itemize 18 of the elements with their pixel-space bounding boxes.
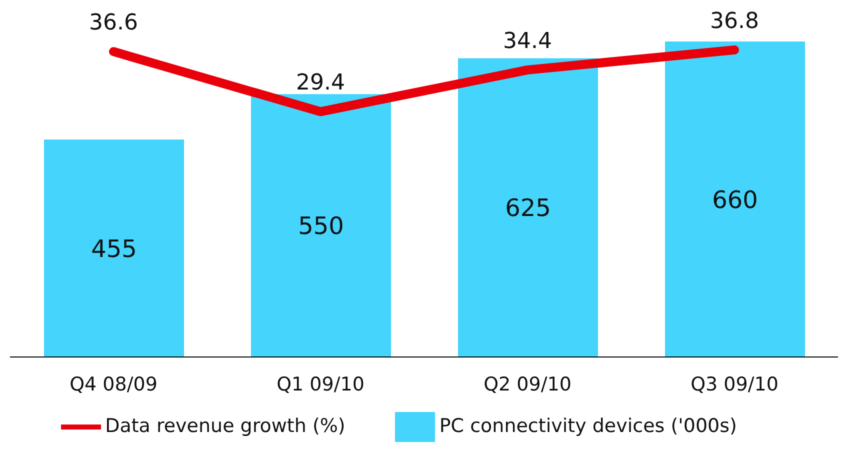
data-label: 34.4 [503,28,552,54]
data-label: 550 [298,212,344,240]
data-label: 29.4 [296,70,345,96]
data-label: 455 [91,234,137,263]
data-label: 36.6 [89,10,138,36]
x-tick-label: Q4 08/09 [70,373,158,396]
data-label: 660 [712,186,758,214]
data-label: 625 [505,194,551,222]
bar [44,140,184,357]
bar [251,94,391,357]
bar [458,58,598,357]
legend-label: PC connectivity devices ('000s) [439,415,737,438]
bar [665,42,805,357]
x-tick-label: Q1 09/10 [276,373,364,396]
data-label: 36.8 [710,8,759,34]
legend-label: Data revenue growth (%) [105,415,346,438]
x-tick-label: Q3 09/10 [690,373,778,396]
x-tick-label: Q2 09/10 [484,373,572,396]
